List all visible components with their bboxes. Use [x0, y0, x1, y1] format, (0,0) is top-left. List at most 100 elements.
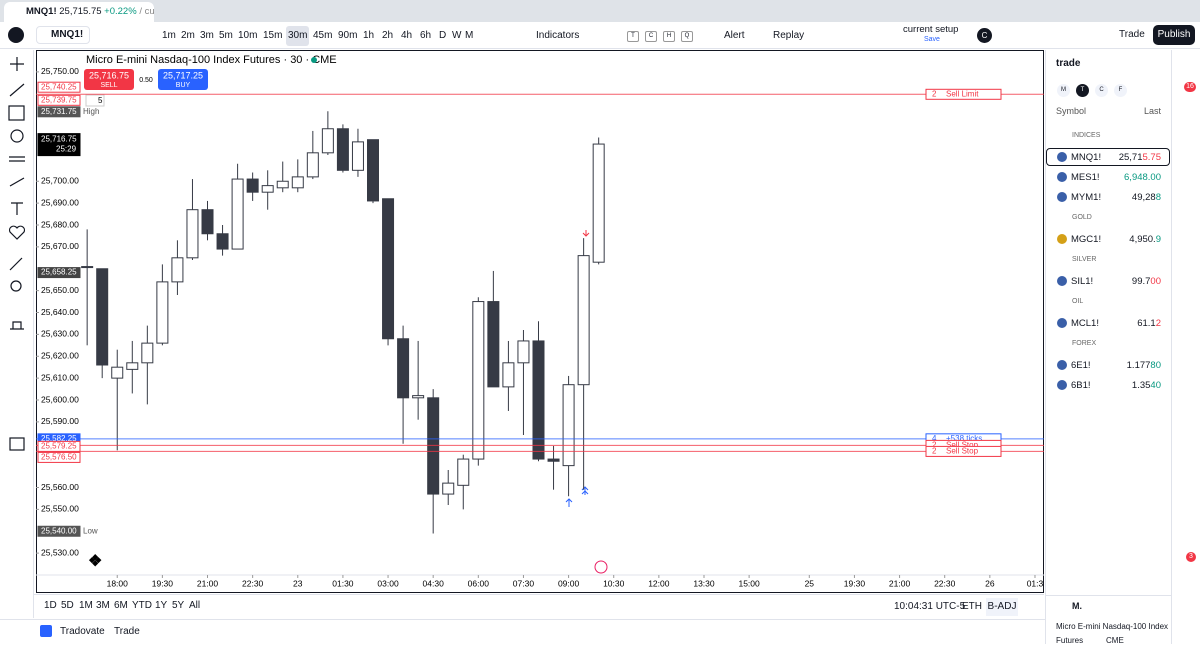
measure-tool[interactable] — [9, 257, 23, 271]
layout-name[interactable]: current setup — [903, 24, 959, 35]
interval-button[interactable]: 90m — [338, 30, 358, 41]
range-button[interactable]: YTD — [132, 600, 152, 611]
price-label-box — [37, 133, 81, 157]
letter-button[interactable]: T — [627, 31, 639, 42]
group-header: FOREX — [1072, 340, 1097, 347]
interval-button[interactable]: 2m — [181, 30, 195, 41]
interval-button[interactable]: D — [439, 30, 447, 41]
save-label[interactable]: Save — [924, 36, 940, 43]
replay-button[interactable]: Replay — [773, 30, 805, 41]
symbol-icon — [1057, 380, 1067, 390]
range-button[interactable]: 6M — [114, 600, 128, 611]
interval-button[interactable]: M — [465, 30, 474, 41]
last-tail: 9 — [1155, 234, 1161, 245]
interval-button[interactable]: 5m — [219, 30, 233, 41]
group-header: GOLD — [1072, 214, 1092, 221]
icon-tool[interactable] — [8, 225, 26, 240]
interval-button[interactable]: W — [452, 30, 462, 41]
range-button[interactable]: 1D — [44, 600, 57, 611]
forecast-tool[interactable] — [9, 156, 25, 162]
interval-button[interactable]: 10m — [238, 30, 258, 41]
trade-tab[interactable]: Trade — [114, 626, 140, 637]
range-button[interactable]: 5Y — [172, 600, 185, 611]
interval-button[interactable]: 1h — [363, 30, 375, 41]
interval-button[interactable]: 2h — [382, 30, 394, 41]
lock-tool[interactable] — [10, 321, 24, 330]
group-header: INDICES — [1072, 132, 1101, 139]
interval-button[interactable]: 1m — [162, 30, 176, 41]
price-label-box — [37, 440, 81, 452]
brush-tool[interactable] — [9, 177, 25, 187]
range-button[interactable]: 1M — [79, 600, 93, 611]
fib-tool[interactable] — [8, 105, 25, 121]
x-tick-label: 01:30 — [332, 578, 354, 588]
interval-button[interactable]: 45m — [313, 30, 333, 41]
price-label: 25,740.25 — [41, 82, 77, 91]
adjustment[interactable]: B-ADJ — [986, 598, 1018, 616]
interval-button[interactable]: 15m — [263, 30, 283, 41]
buy-button[interactable] — [158, 69, 208, 90]
y-tick-label: 25,680.00 — [41, 219, 79, 229]
browser-tab[interactable]: MNQ1! 25,715.75 +0.22% / cur — [4, 2, 154, 22]
letter-button[interactable]: C — [645, 31, 657, 42]
row-symbol[interactable]: MNQ1! — [1071, 152, 1102, 163]
spread: 0.50 — [139, 77, 153, 84]
range-button[interactable]: 3M — [96, 600, 110, 611]
row-symbol[interactable]: MGC1! — [1071, 234, 1102, 245]
sell-button[interactable] — [84, 69, 134, 90]
symbol-search[interactable]: MNQ1! — [36, 26, 90, 44]
row-symbol[interactable]: MYM1! — [1071, 192, 1102, 203]
crosshair-tool[interactable] — [10, 57, 24, 71]
price-label-box — [37, 267, 81, 279]
layout-badge: C — [977, 28, 992, 43]
publish-button[interactable]: Publish — [1153, 25, 1195, 45]
quantity-box[interactable] — [85, 94, 105, 107]
interval-button[interactable]: 3m — [200, 30, 214, 41]
order-label: Sell Stop — [946, 447, 979, 456]
y-tick-label: 25,610.00 — [41, 372, 79, 382]
watchlist-tab[interactable]: M — [1057, 84, 1070, 97]
watchlist-panel: trade Symbol Last M. Micro E-mini Nasdaq… — [1045, 50, 1172, 645]
interval-button[interactable]: 4h — [401, 30, 413, 41]
group-header: SILVER — [1072, 256, 1097, 263]
watchlist-name[interactable]: trade — [1056, 58, 1081, 69]
tv-logo: ❖ — [88, 553, 102, 570]
text-tool[interactable] — [11, 202, 23, 215]
session[interactable]: ETH — [962, 601, 982, 612]
zoom-tool[interactable] — [10, 280, 22, 292]
last-tail: 5.75 — [1142, 152, 1162, 163]
broker-name[interactable]: Tradovate — [60, 626, 105, 637]
pattern-tool[interactable] — [10, 129, 24, 143]
candle-body — [592, 143, 605, 263]
row-symbol[interactable]: MES1! — [1071, 172, 1100, 183]
price-label-box — [37, 106, 81, 118]
row-symbol[interactable]: MCL1! — [1071, 318, 1099, 329]
row-symbol[interactable]: 6B1! — [1071, 380, 1091, 391]
order-qty: 4 — [932, 434, 937, 443]
left-toolbar — [0, 50, 34, 618]
trade-button[interactable]: Trade — [1119, 29, 1145, 40]
letter-button[interactable]: Q — [681, 31, 693, 42]
quantity: 5 — [98, 96, 103, 105]
sell-price: 25,716.75 — [89, 70, 129, 80]
row-symbol[interactable]: SIL1! — [1071, 276, 1094, 287]
trash-tool[interactable] — [9, 437, 25, 451]
interval-button[interactable]: 30m — [286, 26, 310, 46]
range-button[interactable]: 5D — [61, 600, 74, 611]
candle-body — [321, 128, 334, 154]
alert-button[interactable]: Alert — [724, 30, 745, 41]
watchlist-tab[interactable]: T — [1076, 84, 1089, 97]
y-tick-label: 25,550.00 — [41, 504, 79, 514]
watchlist-tab[interactable]: C — [1095, 84, 1108, 97]
watchlist-tab[interactable]: F — [1114, 84, 1127, 97]
trendline-tool[interactable] — [9, 83, 25, 97]
row-symbol[interactable]: 6E1! — [1071, 360, 1091, 371]
interval-button[interactable]: 6h — [420, 30, 432, 41]
range-button[interactable]: All — [189, 600, 201, 611]
letter-button[interactable]: H — [663, 31, 675, 42]
candle-body — [111, 366, 124, 379]
range-button[interactable]: 1Y — [155, 600, 168, 611]
logo — [8, 27, 24, 43]
indicators-button[interactable]: Indicators — [536, 30, 580, 41]
